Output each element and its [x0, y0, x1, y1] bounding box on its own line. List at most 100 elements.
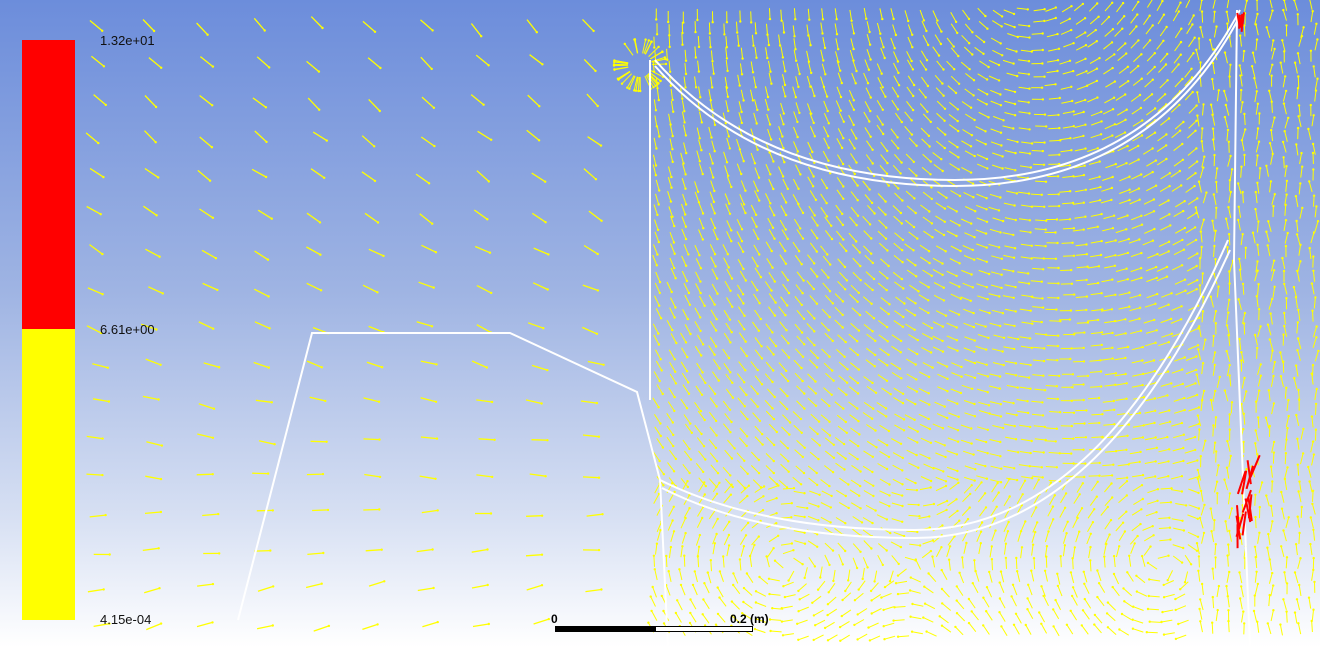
velocity-vector	[992, 9, 1003, 17]
velocity-vector	[1269, 181, 1272, 193]
velocity-vector-head	[1125, 108, 1128, 111]
velocity-vector	[362, 623, 378, 631]
velocity-vector-head	[1054, 440, 1057, 443]
velocity-vector-head	[1253, 545, 1257, 548]
velocity-vector	[653, 244, 658, 255]
velocity-vector-head	[737, 44, 740, 47]
velocity-vector-head	[1298, 480, 1301, 483]
velocity-vector-head	[1226, 128, 1230, 132]
velocity-vector	[963, 542, 967, 554]
velocity-vector-head	[1199, 61, 1202, 64]
velocity-vector	[794, 295, 803, 306]
velocity-vector-head	[1078, 493, 1081, 496]
velocity-vector-head	[896, 592, 900, 596]
velocity-vector	[779, 321, 787, 331]
velocity-vector	[1313, 66, 1316, 78]
velocity-vector	[252, 97, 267, 108]
velocity-vector	[893, 215, 903, 224]
velocity-vector	[725, 85, 729, 97]
velocity-vector	[708, 345, 716, 355]
velocity-vector	[682, 309, 689, 320]
velocity-vector	[695, 534, 701, 546]
velocity-vector	[1004, 308, 1016, 312]
velocity-vector	[935, 87, 944, 97]
velocity-vector-head	[987, 65, 990, 69]
velocity-vector-head	[547, 253, 550, 256]
velocity-vector	[824, 216, 832, 227]
velocity-vector-head	[1029, 387, 1032, 390]
velocity-vector	[986, 586, 993, 598]
velocity-vector-head	[1201, 272, 1205, 275]
velocity-vector	[680, 332, 687, 343]
velocity-vector	[1239, 75, 1243, 87]
velocity-vector-head	[1178, 103, 1181, 107]
velocity-vector-head	[1181, 519, 1184, 522]
velocity-vector-head	[732, 572, 735, 575]
velocity-vector-head	[684, 86, 687, 89]
velocity-vector	[1031, 33, 1043, 35]
velocity-vector	[306, 246, 321, 256]
velocity-vector	[976, 257, 987, 263]
velocity-vector-head	[780, 607, 783, 610]
velocity-vector	[848, 439, 859, 447]
velocity-vector-head	[884, 213, 887, 216]
velocity-vector	[146, 622, 162, 631]
velocity-vector	[1300, 166, 1303, 178]
velocity-vector-head	[1177, 10, 1181, 13]
velocity-vector	[1252, 52, 1256, 64]
velocity-vector-head	[1030, 569, 1033, 572]
velocity-vector-head	[1162, 39, 1165, 42]
velocity-vector	[836, 177, 844, 187]
velocity-vector-head	[954, 20, 958, 24]
velocity-vector	[722, 556, 725, 568]
velocity-vector-head	[1195, 264, 1198, 268]
velocity-vector-head	[841, 313, 844, 317]
velocity-vector	[1143, 148, 1153, 155]
velocity-vector	[975, 570, 980, 582]
velocity-vector-head	[1237, 218, 1240, 222]
velocity-vector-head	[1209, 398, 1213, 402]
velocity-vector-head	[1041, 32, 1044, 35]
velocity-vector-head	[912, 83, 916, 87]
velocity-vector-head	[1057, 204, 1061, 208]
velocity-vector	[891, 372, 902, 379]
velocity-vector	[1046, 397, 1058, 400]
velocity-vector-head	[831, 302, 834, 305]
velocity-vector	[907, 36, 913, 48]
velocity-vector	[951, 362, 962, 368]
velocity-vector-head	[868, 188, 871, 191]
velocity-vector-head	[1194, 382, 1197, 385]
velocity-vector	[854, 619, 865, 626]
velocity-vector-head	[730, 457, 734, 460]
velocity-vector	[1212, 139, 1216, 151]
velocity-vector	[824, 332, 834, 342]
velocity-vector	[1256, 390, 1260, 402]
velocity-vector	[722, 348, 730, 359]
velocity-vector-head	[812, 121, 815, 125]
velocity-vector	[975, 34, 985, 43]
velocity-vector	[1114, 132, 1126, 139]
velocity-vector-head	[960, 365, 963, 369]
velocity-vector-head	[1213, 10, 1216, 13]
velocity-vector	[722, 400, 731, 411]
velocity-vector-head	[731, 396, 735, 399]
velocity-vector-head	[1151, 147, 1154, 150]
velocity-vector-head	[756, 368, 759, 372]
velocity-vector-head	[871, 470, 874, 474]
velocity-vector	[834, 437, 845, 445]
velocity-vector-head	[958, 571, 961, 574]
velocity-vector	[989, 322, 1001, 327]
velocity-vector-head	[781, 56, 785, 59]
velocity-vector-head	[1140, 508, 1143, 511]
velocity-vector-head	[1126, 214, 1129, 217]
velocity-vector-head	[1308, 480, 1311, 483]
velocity-vector-head	[671, 148, 674, 151]
velocity-vector-head	[1028, 465, 1032, 468]
velocity-vector	[310, 16, 323, 29]
velocity-vector	[1267, 245, 1271, 257]
velocity-vector-head	[803, 392, 806, 395]
velocity-vector	[1000, 571, 1005, 583]
velocity-vector-head	[1217, 584, 1221, 588]
velocity-vector-head	[1043, 8, 1046, 11]
